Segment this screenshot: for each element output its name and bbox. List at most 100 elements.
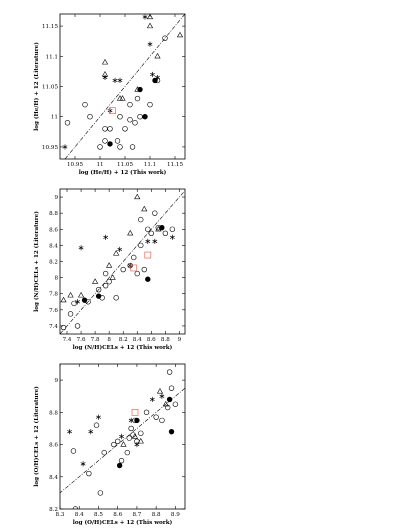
data-point-open-circle bbox=[102, 138, 108, 144]
data-point-open-circle bbox=[97, 490, 104, 496]
data-point-open-circle bbox=[152, 210, 158, 216]
data-point-open-circle bbox=[120, 266, 126, 273]
plot-frame bbox=[59, 13, 186, 160]
y-tick-label: 11.1 bbox=[46, 54, 58, 60]
data-point-open-triangle bbox=[120, 441, 127, 447]
data-point-asterisk bbox=[75, 299, 80, 305]
one-to-one-line bbox=[60, 190, 185, 334]
data-point-open-triangle bbox=[141, 205, 148, 212]
x-tick-label: 10.95 bbox=[67, 162, 83, 168]
x-tick-label: 9 bbox=[178, 337, 182, 343]
data-point-asterisk bbox=[103, 234, 109, 240]
data-point-open-circle bbox=[127, 117, 133, 123]
data-point-open-circle bbox=[131, 254, 137, 261]
data-points bbox=[67, 369, 179, 509]
data-point-open-circle bbox=[147, 101, 153, 108]
data-point-open-square bbox=[130, 264, 138, 272]
y-tick-label: 11 bbox=[51, 115, 58, 121]
data-point-open-circle bbox=[134, 270, 140, 277]
data-point-asterisk bbox=[88, 429, 94, 435]
x-tick-label: 8.4 bbox=[133, 337, 142, 343]
x-tick-label: 8.6 bbox=[147, 337, 156, 343]
data-point-asterisk bbox=[145, 238, 151, 244]
data-point-asterisk bbox=[119, 433, 124, 440]
data-point-open-triangle bbox=[101, 58, 109, 65]
y-tick-label: 10.95 bbox=[42, 145, 58, 151]
data-point-asterisk bbox=[67, 429, 73, 435]
x-tick-label: 8.2 bbox=[119, 337, 128, 343]
data-point-open-circle bbox=[72, 506, 79, 509]
data-point-open-circle bbox=[106, 278, 112, 285]
data-point-open-circle bbox=[102, 282, 109, 289]
data-point-open-circle bbox=[97, 144, 103, 150]
x-tick-label: 8.4 bbox=[75, 512, 84, 518]
data-point-asterisk bbox=[80, 461, 86, 467]
x-tick-label: 8.3 bbox=[56, 512, 65, 518]
data-point-open-triangle bbox=[146, 22, 154, 29]
y-tick-label: 8.2 bbox=[49, 507, 58, 513]
data-point-filled-circle bbox=[159, 224, 165, 231]
data-point-open-circle bbox=[127, 101, 133, 108]
data-point-open-circle bbox=[166, 369, 173, 375]
data-point-filled-circle bbox=[142, 114, 148, 120]
data-point-open-circle bbox=[128, 425, 134, 432]
data-point-open-circle bbox=[134, 95, 141, 102]
data-point-filled-circle bbox=[116, 462, 123, 469]
x-tick-label: 11.1 bbox=[144, 162, 156, 168]
y-tick-label: 7.4 bbox=[49, 324, 58, 330]
data-point-filled-circle bbox=[166, 396, 173, 403]
panel-n-abundance: 7.4 7.6 7.8 8 8.2 8.4 8.6 8.8 9 7.4 7.6 7.8 8 8.2 8.4 8… bbox=[33, 188, 186, 351]
data-point-open-triangle bbox=[127, 229, 134, 236]
data-point-open-circle bbox=[111, 441, 117, 448]
data-point-open-circle bbox=[129, 144, 136, 150]
data-point-open-triangle bbox=[137, 437, 144, 444]
tick-marks bbox=[59, 364, 185, 510]
data-point-asterisk bbox=[159, 393, 165, 399]
tick-labels: 10.95 11 11.05 11.1 11.15 10.95 11 11.05 11.1 11.… bbox=[42, 24, 183, 168]
x-tick-label: 7.6 bbox=[77, 337, 86, 343]
y-tick-label: 9 bbox=[54, 195, 58, 201]
data-point-filled-circle bbox=[168, 428, 175, 435]
data-point-open-square bbox=[109, 107, 116, 115]
data-point-asterisk bbox=[96, 414, 101, 420]
data-point-open-circle bbox=[172, 401, 179, 407]
y-tick-label: 8.4 bbox=[49, 475, 58, 481]
data-point-open-circle bbox=[67, 311, 74, 317]
x-axis-label: log (O/H)CELs + 12 (This work) bbox=[73, 519, 173, 526]
data-point-open-circle bbox=[107, 126, 113, 132]
data-point-open-circle bbox=[71, 300, 77, 307]
x-axis-label: log (He/H) + 12 (This work) bbox=[79, 169, 167, 176]
data-point-asterisk bbox=[102, 74, 108, 81]
data-point-open-circle bbox=[87, 114, 93, 120]
data-point-open-triangle bbox=[119, 95, 126, 101]
data-point-open-circle bbox=[95, 286, 102, 293]
x-tick-label: 8 bbox=[107, 337, 111, 343]
data-point-asterisk bbox=[117, 246, 123, 253]
data-point-asterisk bbox=[150, 71, 155, 78]
y-axis-label: log (He/H) + 12 (Literature) bbox=[33, 42, 40, 131]
x-tick-label: 8.9 bbox=[171, 512, 180, 518]
data-point-asterisk bbox=[147, 41, 153, 47]
plot-frame bbox=[59, 363, 186, 510]
x-tick-label: 8.8 bbox=[152, 512, 161, 518]
data-point-open-triangle bbox=[156, 387, 164, 394]
data-point-asterisk bbox=[149, 396, 155, 403]
data-point-open-circle bbox=[117, 144, 123, 150]
data-point-open-triangle bbox=[91, 278, 99, 284]
data-point-open-triangle bbox=[77, 291, 85, 298]
data-point-filled-circle bbox=[137, 86, 143, 93]
data-point-open-circle bbox=[162, 230, 169, 237]
y-tick-label: 7.8 bbox=[49, 292, 58, 298]
data-point-filled-circle bbox=[145, 276, 151, 282]
data-point-open-circle bbox=[113, 295, 119, 301]
y-tick-label: 11.15 bbox=[42, 24, 58, 30]
data-point-asterisk bbox=[169, 234, 175, 240]
data-point-open-circle bbox=[141, 266, 147, 273]
data-point-open-circle bbox=[159, 417, 165, 424]
data-point-open-triangle bbox=[134, 193, 141, 200]
data-point-open-circle bbox=[60, 324, 67, 331]
data-point-filled-circle bbox=[81, 297, 88, 303]
data-point-open-circle bbox=[74, 323, 81, 329]
data-point-open-circle bbox=[143, 409, 150, 416]
data-point-open-circle bbox=[102, 270, 109, 277]
